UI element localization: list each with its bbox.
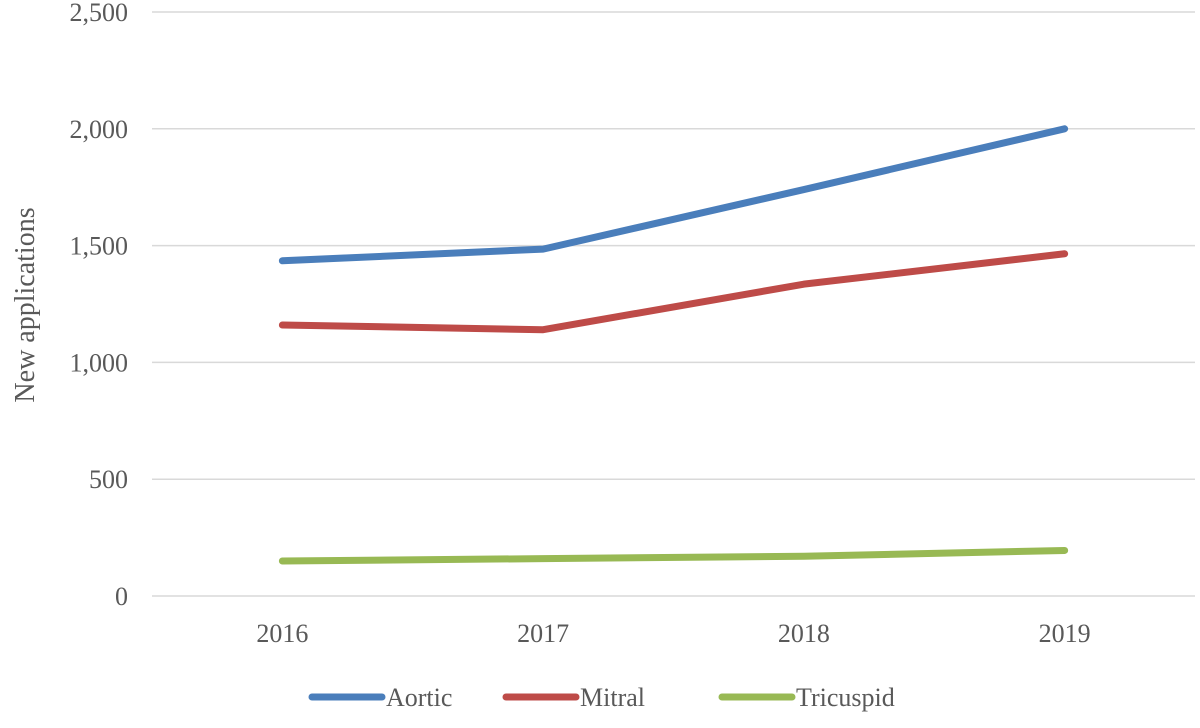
y-tick-label: 1,500 [70,232,129,261]
x-tick-label: 2017 [517,619,569,648]
legend-item-mitral: Mitral [502,683,645,712]
y-tick-label: 2,500 [70,0,129,27]
series-line-aortic [278,125,1069,265]
y-tick-label: 2,000 [70,115,129,144]
y-tick-label: 500 [89,465,128,494]
series-line-tricuspid [278,546,1069,565]
y-axis-ticks: 0 500 1,000 1,500 2,000 2,500 [70,0,129,611]
legend-label: Aortic [386,683,452,712]
y-tick-label: 1,000 [70,348,129,377]
gridlines [152,11,1195,597]
y-tick-label: 0 [115,582,128,611]
x-tick-label: 2016 [256,619,308,648]
legend: Aortic Mitral Tricuspid [308,683,895,712]
legend-label: Tricuspid [796,683,895,712]
legend-item-tricuspid: Tricuspid [718,683,895,712]
x-tick-label: 2019 [1039,619,1091,648]
x-tick-label: 2018 [778,619,830,648]
legend-label: Mitral [580,683,645,712]
series-line-mitral [278,250,1069,334]
legend-item-aortic: Aortic [308,683,452,712]
x-axis-ticks: 2016 2017 2018 2019 [256,619,1090,648]
y-axis-title: New applications [10,207,41,402]
series-lines [278,125,1069,565]
